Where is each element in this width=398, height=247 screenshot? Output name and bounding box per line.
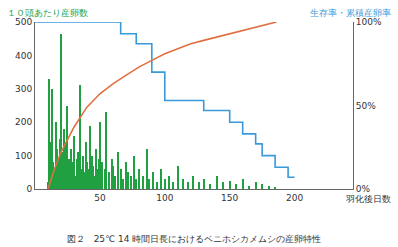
svg-text:200: 200 (15, 117, 32, 127)
svg-text:0%: 0% (356, 184, 371, 194)
svg-text:200: 200 (286, 193, 303, 203)
svg-text:50: 50 (94, 193, 106, 203)
svg-text:150: 150 (221, 193, 238, 203)
svg-text:300: 300 (15, 84, 32, 94)
svg-text:0: 0 (26, 184, 32, 194)
svg-text:100%: 100% (356, 17, 382, 27)
svg-text:生存率・累積産卵率: 生存率・累積産卵率 (310, 8, 391, 18)
svg-text:400: 400 (15, 51, 32, 61)
svg-text:羽化後日数: 羽化後日数 (346, 194, 391, 204)
svg-text:50%: 50% (356, 101, 376, 111)
svg-text:100: 100 (156, 193, 173, 203)
svg-text:100: 100 (15, 151, 32, 161)
svg-text:500: 500 (15, 17, 32, 27)
svg-text:１０頭あたり産卵数: １０頭あたり産卵数 (7, 8, 88, 18)
svg-text:図２ 25℃ 14 時間日長におけるベニホシカメムシの産卵特: 図２ 25℃ 14 時間日長におけるベニホシカメムシの産卵特性 (67, 234, 322, 244)
